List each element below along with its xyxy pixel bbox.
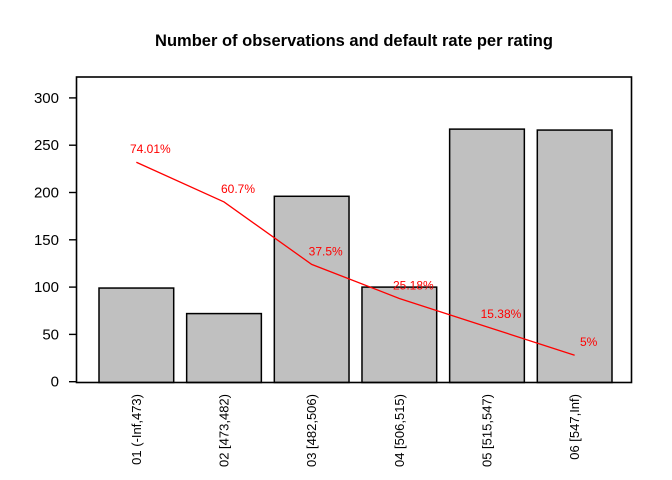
bar bbox=[98, 287, 175, 384]
default-rate-label: 25.18% bbox=[393, 278, 434, 292]
x-axis-category-label: 05 [515,547) bbox=[479, 394, 494, 467]
y-axis-tick-label: 150 bbox=[34, 232, 59, 249]
default-rate-label: 74.01% bbox=[130, 142, 171, 156]
bar bbox=[185, 312, 263, 384]
y-axis-tick-label: 300 bbox=[34, 90, 59, 107]
y-axis-tick-label: 250 bbox=[34, 137, 59, 154]
bar bbox=[448, 128, 526, 384]
x-axis-category-label: 03 [482,506) bbox=[304, 394, 319, 467]
default-rate-label: 5% bbox=[580, 335, 598, 349]
bar bbox=[273, 195, 350, 384]
default-rate-label: 37.5% bbox=[309, 244, 343, 258]
x-axis-category-label: 04 [506,515) bbox=[392, 394, 407, 467]
y-axis: 0 50 100 150 200 250 300 bbox=[34, 90, 77, 391]
bars bbox=[98, 128, 613, 384]
y-axis-tick-label: 100 bbox=[34, 279, 59, 296]
default-rate-label: 60.7% bbox=[221, 182, 255, 196]
y-axis-tick-label: 50 bbox=[42, 326, 59, 343]
y-axis-tick-label: 0 bbox=[51, 374, 59, 391]
bar bbox=[536, 129, 613, 384]
default-rate-label: 15.38% bbox=[481, 307, 522, 321]
x-axis-category-label: 06 [547,Inf) bbox=[567, 394, 582, 460]
x-axis: 01 (-Inf,473) 02 [473,482) 03 [482,506) 04 … bbox=[129, 394, 582, 467]
default-rate-line bbox=[136, 161, 575, 356]
y-axis-tick-label: 200 bbox=[34, 185, 59, 202]
chart-title: Number of observations and default rate … bbox=[155, 32, 553, 50]
x-axis-category-label: 01 (-Inf,473) bbox=[129, 394, 144, 465]
plot-box bbox=[75, 76, 633, 384]
bar bbox=[361, 286, 438, 384]
x-axis-category-label: 02 [473,482) bbox=[217, 394, 232, 467]
default-rate-line-group: 74.01% 60.7% 37.5% 25.18% 15.38% 5% bbox=[130, 142, 598, 356]
